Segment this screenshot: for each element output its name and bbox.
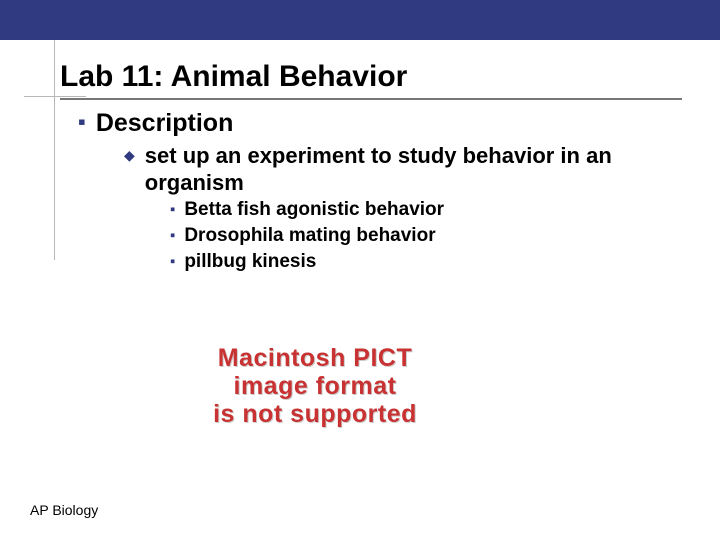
square-bullet-icon: ▪ xyxy=(170,250,175,274)
level3-text: Betta fish agonistic behavior xyxy=(184,198,444,222)
level3-text: pillbug kinesis xyxy=(184,250,316,274)
square-bullet-icon: ▪ xyxy=(78,108,86,136)
bullet-level3: ▪ Betta fish agonistic behavior xyxy=(170,198,690,222)
bullet-level2: ◆ set up an experiment to study behavior… xyxy=(124,142,690,196)
bullet-level3: ▪ pillbug kinesis xyxy=(170,250,690,274)
slide-title: Lab 11: Animal Behavior xyxy=(60,60,407,98)
slide-content: ▪ Description ◆ set up an experiment to … xyxy=(78,108,690,274)
slide-top-bar xyxy=(0,0,720,40)
error-line: image format xyxy=(150,372,480,400)
bullet-level1: ▪ Description xyxy=(78,108,690,138)
decor-vertical-line xyxy=(54,40,55,260)
bullet-level3: ▪ Drosophila mating behavior xyxy=(170,224,690,248)
diamond-bullet-icon: ◆ xyxy=(124,142,135,168)
unsupported-image-placeholder: Macintosh PICT image format is not suppo… xyxy=(150,344,480,428)
error-line: is not supported xyxy=(150,400,480,428)
level3-text: Drosophila mating behavior xyxy=(184,224,435,248)
level1-text: Description xyxy=(96,108,234,138)
square-bullet-icon: ▪ xyxy=(170,224,175,248)
error-line: Macintosh PICT xyxy=(150,344,480,372)
square-bullet-icon: ▪ xyxy=(170,198,175,222)
level2-text: set up an experiment to study behavior i… xyxy=(145,142,665,196)
title-underline xyxy=(60,98,682,100)
slide-footer: AP Biology xyxy=(30,502,98,518)
